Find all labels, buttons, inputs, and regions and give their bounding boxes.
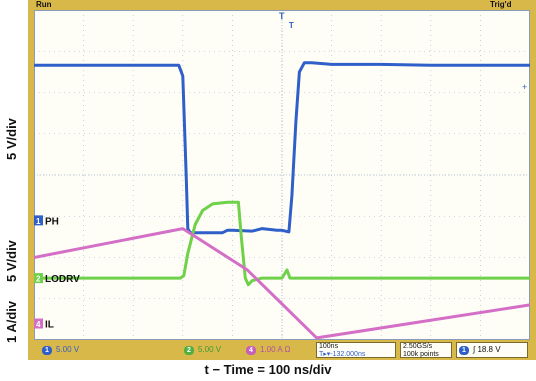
trigger-delay: T▸▾-132.000ns <box>319 350 366 358</box>
channel-lodrv-marker-number: 2 <box>36 275 41 284</box>
channel-il-label: IL <box>45 320 54 331</box>
y-axis-label-lodrv: 5 V/div <box>4 240 19 282</box>
screen-border <box>34 10 530 340</box>
y-axis-label-il: 1 A/div <box>4 300 19 343</box>
ch2-badge: 2 <box>184 346 194 355</box>
ch1-setting[interactable]: 1 5.00 V <box>42 343 79 356</box>
waveform-plot: TT 1 PH 2 LODRV 4 IL + <box>33 10 531 340</box>
record-length: 100k points <box>403 350 439 358</box>
channel-il-ground-marker <box>34 318 43 329</box>
x-axis-label: t − Time = 100 ns/div <box>204 362 332 377</box>
channel-ph-ground-marker <box>34 215 43 226</box>
series-ph-trace <box>34 61 530 235</box>
ch4-badge: 4 <box>246 346 256 355</box>
timebase-value: 100ns <box>319 343 339 350</box>
ch4-setting[interactable]: 4 1.00 A Ω <box>246 343 290 356</box>
ch2-scale: 5.00 V <box>198 345 222 354</box>
scope-screen: T T 1 PH 2 LODRV 4 IL + <box>33 10 531 340</box>
trigger-point-marker: T <box>289 21 294 30</box>
trigger-slope-icon: ∫ <box>473 345 476 354</box>
channel-lodrv-ground-marker <box>34 273 43 284</box>
timebase-box[interactable]: 100ns T▸▾-132.000ns <box>316 342 396 358</box>
oscilloscope-frame: Run Trig'd T T 1 PH 2 LODRV 4 IL + 1 5.00 V 2 5.00… <box>28 0 536 360</box>
ch1-scale: 5.00 V <box>56 345 80 354</box>
ch4-scale: 1.00 A Ω <box>260 345 291 354</box>
trigger-status: Trig'd <box>490 0 512 9</box>
channel-lodrv-label: LODRV <box>45 274 80 285</box>
series-il-trace <box>33 227 531 340</box>
acquisition-box[interactable]: 2.50GS/s 100k points <box>400 342 452 358</box>
cursor-marker: + <box>522 82 527 92</box>
run-status: Run <box>36 0 52 9</box>
series-lodrv-trace <box>34 200 530 287</box>
settings-bar: 1 5.00 V 2 5.00 V 4 1.00 A Ω 100ns T▸▾-132.… <box>34 340 530 360</box>
trigger-source-badge: 1 <box>459 346 469 355</box>
channel-ph-marker-number: 1 <box>36 217 41 226</box>
trigger-box[interactable]: 1 ∫ 18.8 V <box>456 342 528 358</box>
status-bar: Run Trig'd <box>28 0 536 10</box>
ch2-setting[interactable]: 2 5.00 V <box>184 343 221 356</box>
sample-rate: 2.50GS/s <box>403 343 433 350</box>
channel-il-marker-number: 4 <box>36 320 41 329</box>
trigger-level: 18.8 V <box>477 345 501 354</box>
channel-ph-label: PH <box>45 216 59 227</box>
ch1-badge: 1 <box>42 346 52 355</box>
trigger-position-marker: T <box>279 11 285 21</box>
y-axis-label-ph: 5 V/div <box>4 118 19 160</box>
